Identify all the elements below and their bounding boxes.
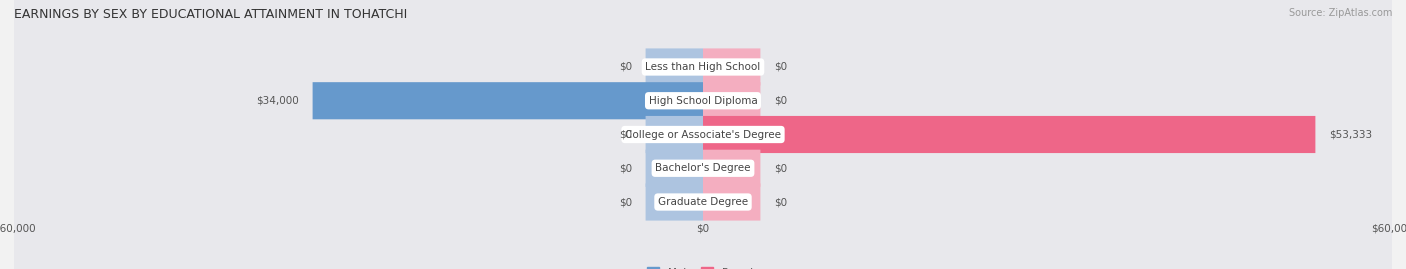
Legend: Male, Female: Male, Female <box>644 264 762 269</box>
Text: $34,000: $34,000 <box>256 96 299 106</box>
Text: $0: $0 <box>775 62 787 72</box>
FancyBboxPatch shape <box>14 0 1392 269</box>
Text: $0: $0 <box>619 129 631 140</box>
FancyBboxPatch shape <box>703 82 761 119</box>
FancyBboxPatch shape <box>14 0 1392 269</box>
FancyBboxPatch shape <box>14 0 1392 269</box>
Text: EARNINGS BY SEX BY EDUCATIONAL ATTAINMENT IN TOHATCHI: EARNINGS BY SEX BY EDUCATIONAL ATTAINMEN… <box>14 8 408 21</box>
FancyBboxPatch shape <box>312 82 703 119</box>
FancyBboxPatch shape <box>645 48 703 86</box>
Text: $0: $0 <box>619 163 631 173</box>
FancyBboxPatch shape <box>14 0 1392 269</box>
FancyBboxPatch shape <box>703 48 761 86</box>
Text: High School Diploma: High School Diploma <box>648 96 758 106</box>
FancyBboxPatch shape <box>645 183 703 221</box>
Text: Source: ZipAtlas.com: Source: ZipAtlas.com <box>1288 8 1392 18</box>
FancyBboxPatch shape <box>14 0 1392 269</box>
Text: Less than High School: Less than High School <box>645 62 761 72</box>
Text: $0: $0 <box>775 197 787 207</box>
Text: $0: $0 <box>619 197 631 207</box>
Text: $53,333: $53,333 <box>1329 129 1372 140</box>
FancyBboxPatch shape <box>703 150 761 187</box>
Text: $0: $0 <box>775 163 787 173</box>
Text: College or Associate's Degree: College or Associate's Degree <box>626 129 780 140</box>
Text: Graduate Degree: Graduate Degree <box>658 197 748 207</box>
FancyBboxPatch shape <box>703 116 1316 153</box>
FancyBboxPatch shape <box>703 183 761 221</box>
Text: $0: $0 <box>775 96 787 106</box>
FancyBboxPatch shape <box>645 150 703 187</box>
Text: Bachelor's Degree: Bachelor's Degree <box>655 163 751 173</box>
Text: $0: $0 <box>619 62 631 72</box>
FancyBboxPatch shape <box>645 116 703 153</box>
